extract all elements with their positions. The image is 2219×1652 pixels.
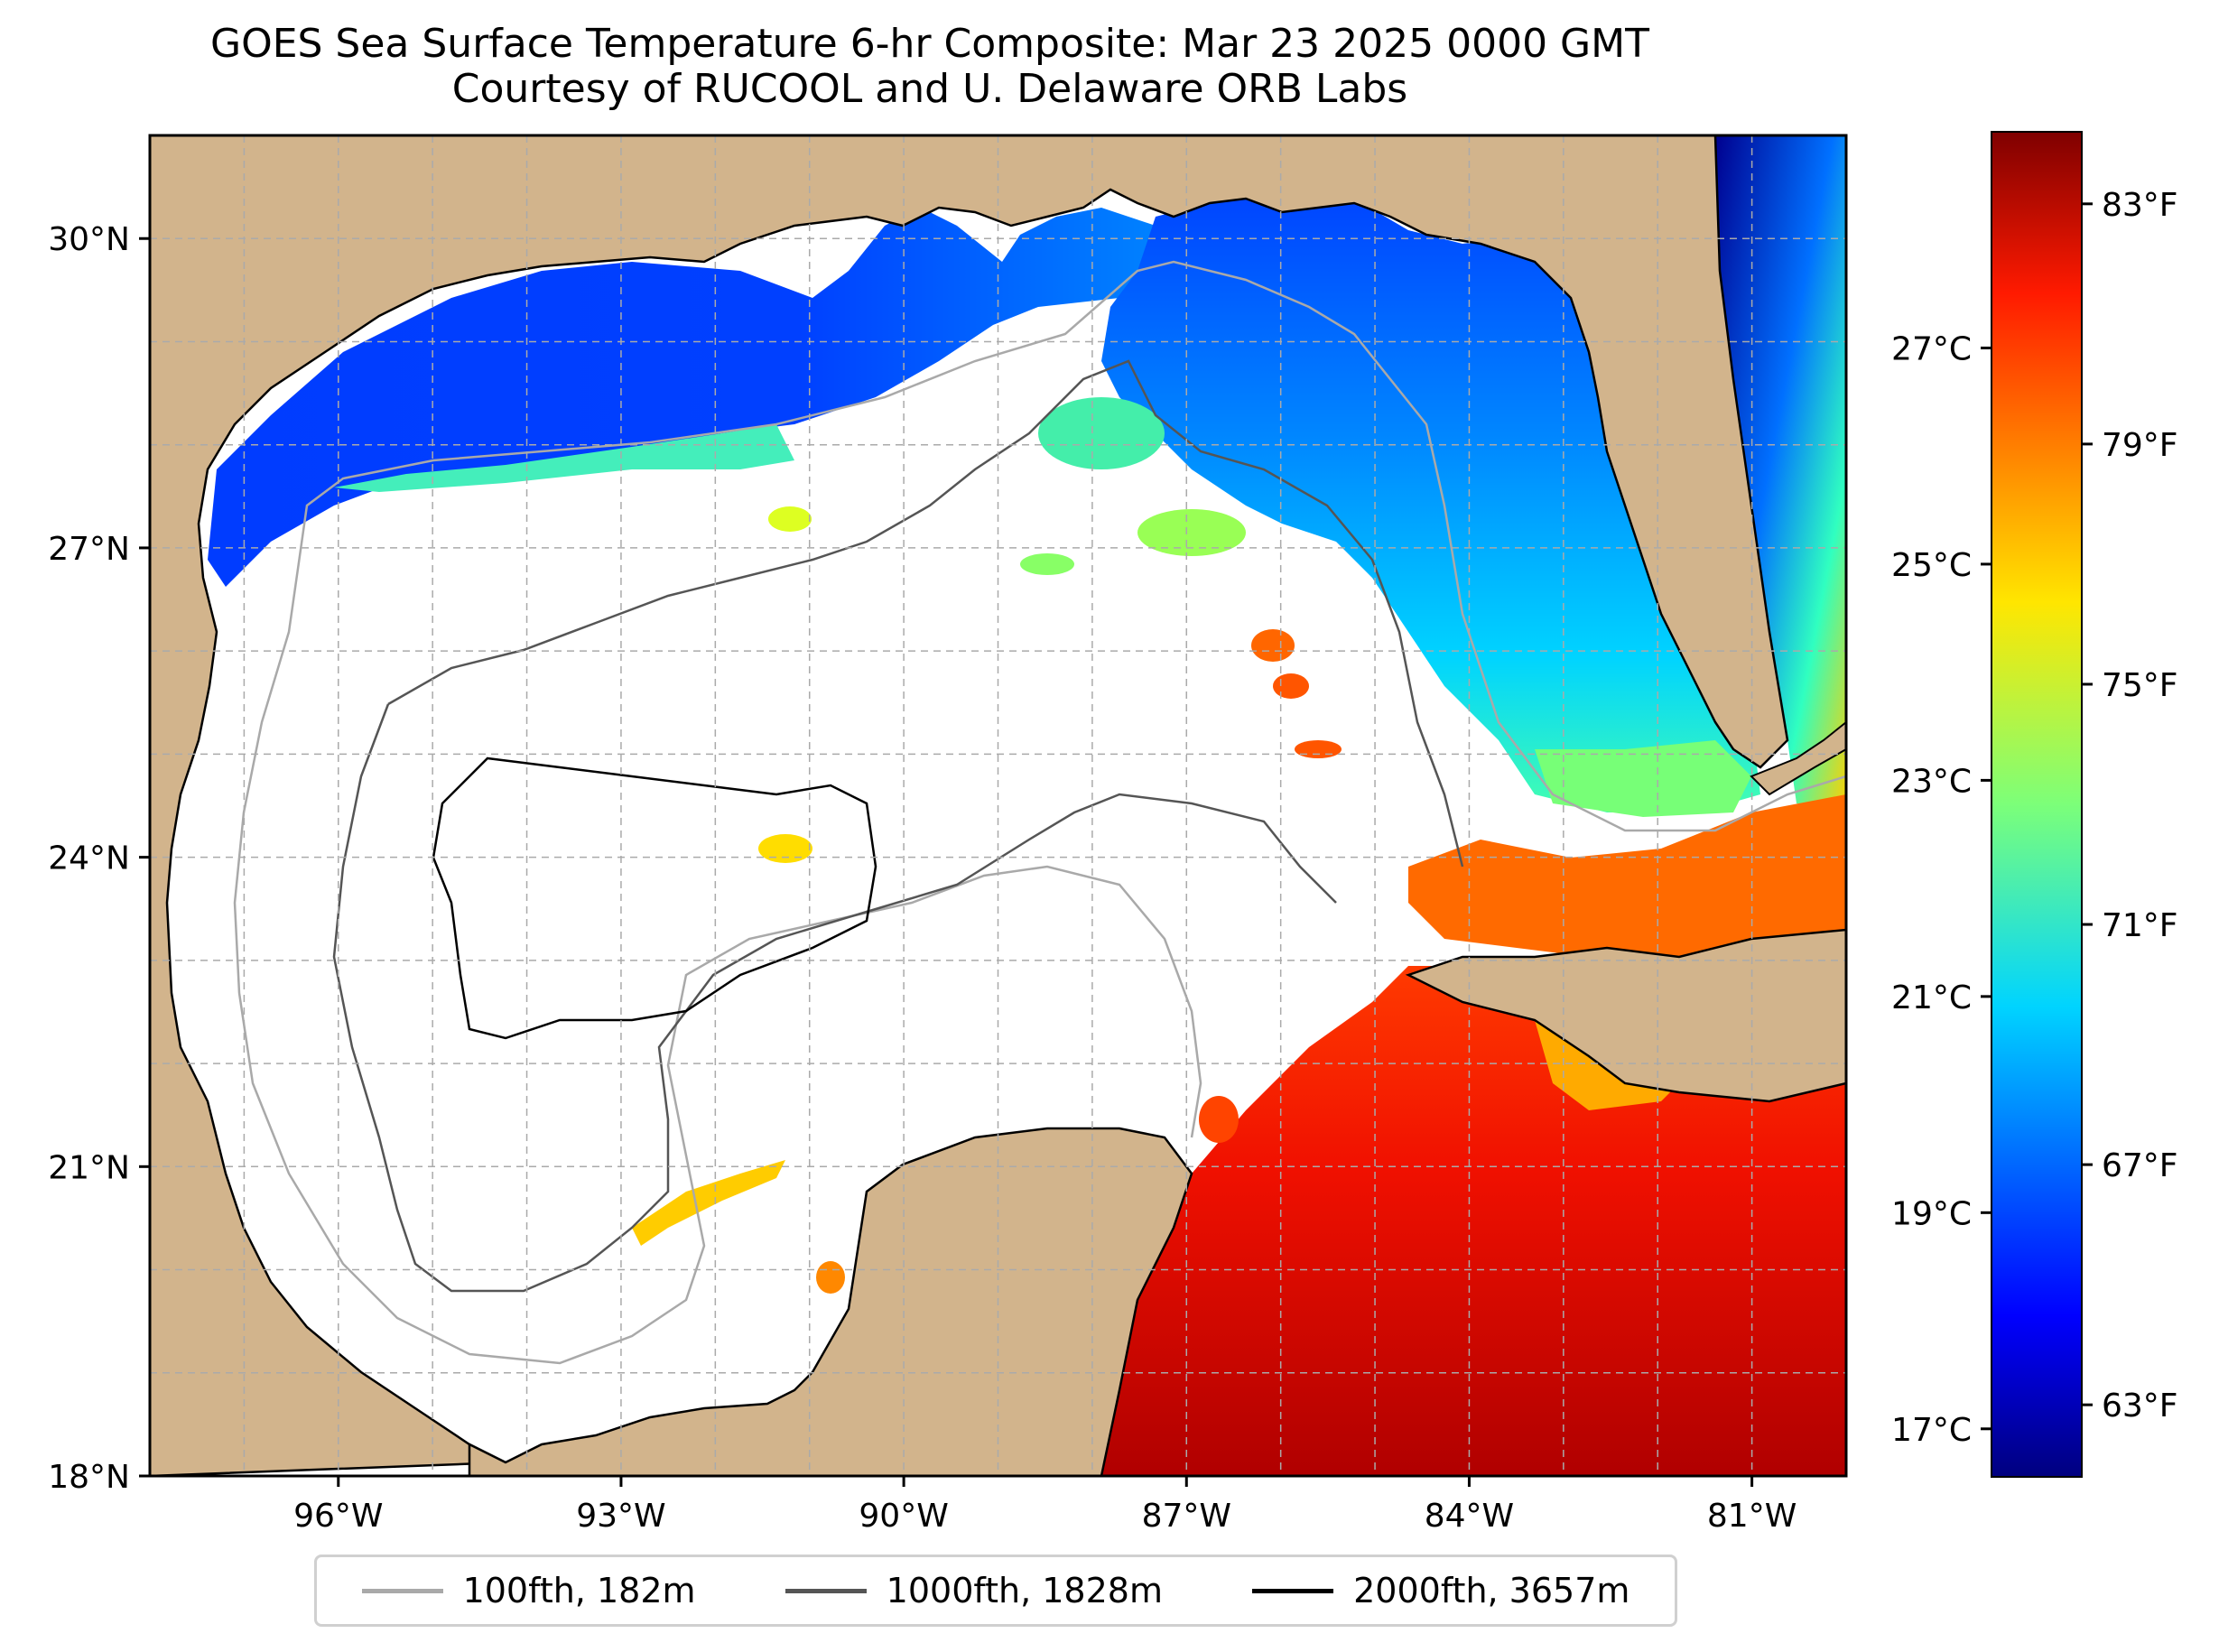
- lon-tick-label: 87°W: [1142, 1498, 1231, 1535]
- contour-2000fth: [432, 756, 877, 1040]
- legend-item-1000fth: 1000fth, 1828m: [785, 1571, 1163, 1610]
- celsius-tick-label: 23°C: [1891, 763, 1972, 800]
- sst-north-gulf-cold: [208, 208, 1192, 587]
- legend-item-100fth: 100fth, 182m: [361, 1571, 696, 1610]
- bathymetry-legend: 100fth, 182m 1000fth, 1828m 2000fth, 365…: [314, 1555, 1677, 1627]
- celsius-tick-label: 19°C: [1891, 1195, 1972, 1232]
- celsius-tick-label: 17°C: [1891, 1412, 1972, 1449]
- lon-tick-label: 81°W: [1707, 1498, 1797, 1535]
- lon-tick-label: 96°W: [293, 1498, 383, 1535]
- fahrenheit-tick-label: 63°F: [2102, 1387, 2178, 1425]
- colorbar-celsius-axis: 17°C 19°C 21°C 23°C 25°C 27°C: [1891, 330, 1992, 1449]
- legend-line-1000fth: [785, 1588, 867, 1593]
- map-frame: [148, 134, 1848, 1478]
- map-subtitle: Courtesy of RUCOOL and U. Delaware ORB L…: [451, 66, 1408, 112]
- land-cuba: [1405, 928, 1846, 1103]
- legend-label-2000fth: 2000fth, 3657m: [1353, 1571, 1630, 1610]
- lat-tick-label: 24°N: [48, 840, 130, 877]
- colorbar: [1991, 131, 2083, 1478]
- celsius-tick-label: 25°C: [1891, 547, 1972, 584]
- sst-green-blob-2: [1020, 553, 1074, 575]
- sst-yellow-streak: [632, 1160, 785, 1246]
- lon-tick-label: 93°W: [576, 1498, 665, 1535]
- sst-green-patch-east: [1535, 740, 1751, 817]
- sst-orange-blob-3: [1295, 740, 1342, 758]
- sst-orange-blob-2: [1273, 673, 1309, 699]
- lat-tick-label: 30°N: [48, 221, 130, 258]
- fahrenheit-tick-label: 83°F: [2102, 187, 2178, 224]
- celsius-tick-label: 21°C: [1891, 979, 1972, 1016]
- land-us-gulf-coast: [150, 135, 1789, 1476]
- fahrenheit-tick-label: 75°F: [2102, 667, 2178, 704]
- lat-tick-label: 18°N: [48, 1459, 130, 1496]
- contour-100fth: [233, 260, 1846, 1365]
- contour-1000fth: [332, 359, 1464, 1293]
- sst-yellow-blob-center: [758, 834, 812, 863]
- colorbar-fahrenheit-axis: 63°F 67°F 71°F 75°F 79°F 83°F: [2082, 187, 2178, 1425]
- fahrenheit-tick-label: 71°F: [2102, 907, 2178, 944]
- sst-cyan-band-west: [334, 424, 794, 492]
- fahrenheit-tick-label: 67°F: [2102, 1147, 2178, 1184]
- sst-florida-atlantic: [1715, 135, 1846, 812]
- lat-tick-label: 27°N: [48, 531, 130, 568]
- sst-green-blob-1: [1137, 509, 1246, 556]
- legend-label-1000fth: 1000fth, 1828m: [886, 1571, 1163, 1610]
- legend-item-2000fth: 2000fth, 3657m: [1252, 1571, 1629, 1610]
- fahrenheit-tick-label: 79°F: [2102, 427, 2178, 464]
- lon-tick-label: 90°W: [859, 1498, 948, 1535]
- sst-green-blob-3: [1038, 397, 1165, 469]
- sst-yellow-blob-north: [768, 506, 812, 532]
- legend-line-2000fth: [1252, 1588, 1334, 1593]
- map-title: GOES Sea Surface Temperature 6-hr Compos…: [209, 21, 1649, 67]
- land-mexico-south: [468, 1127, 1193, 1476]
- land-florida-keys: [1750, 720, 1846, 796]
- sst-orange-blob-1: [1251, 629, 1295, 662]
- celsius-tick-label: 27°C: [1891, 330, 1972, 367]
- longitude-axis: 96°W 93°W 90°W 87°W 84°W 81°W: [293, 1476, 1797, 1535]
- sst-orange-blob-4: [1199, 1096, 1239, 1143]
- legend-label-100fth: 100fth, 182m: [462, 1571, 696, 1610]
- lon-tick-label: 84°W: [1425, 1498, 1514, 1535]
- lat-tick-label: 21°N: [48, 1149, 130, 1186]
- legend-line-100fth: [361, 1588, 443, 1593]
- sst-orange-blob-5: [816, 1261, 845, 1294]
- graticule: [150, 135, 1846, 1476]
- latitude-axis: 30°N 27°N 24°N 21°N 18°N: [48, 221, 150, 1496]
